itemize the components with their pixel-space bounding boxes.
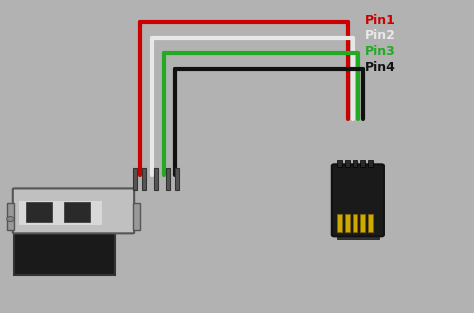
Bar [337, 160, 342, 167]
Bar [360, 214, 365, 232]
Bar [26, 202, 52, 222]
Bar [360, 160, 365, 167]
Bar [142, 168, 146, 190]
Bar [175, 168, 179, 190]
Text: Pin2: Pin2 [365, 29, 396, 43]
Bar [368, 160, 373, 167]
FancyBboxPatch shape [332, 164, 384, 236]
Bar [337, 214, 342, 232]
FancyBboxPatch shape [13, 188, 134, 233]
Bar [345, 214, 350, 232]
Text: Pin1: Pin1 [365, 14, 396, 27]
Bar [166, 168, 170, 190]
Bar [64, 202, 90, 222]
Text: Pin4: Pin4 [365, 61, 396, 74]
Bar [353, 160, 357, 167]
Bar [353, 214, 357, 232]
Bar [345, 160, 350, 167]
Bar [154, 168, 158, 190]
Bar [133, 168, 137, 190]
Bar [7, 203, 14, 230]
Circle shape [7, 217, 14, 222]
Bar [14, 222, 115, 275]
Bar [368, 214, 373, 232]
Text: Pin3: Pin3 [365, 45, 396, 58]
Bar [133, 203, 140, 230]
Bar [19, 201, 102, 225]
Bar [337, 234, 379, 239]
